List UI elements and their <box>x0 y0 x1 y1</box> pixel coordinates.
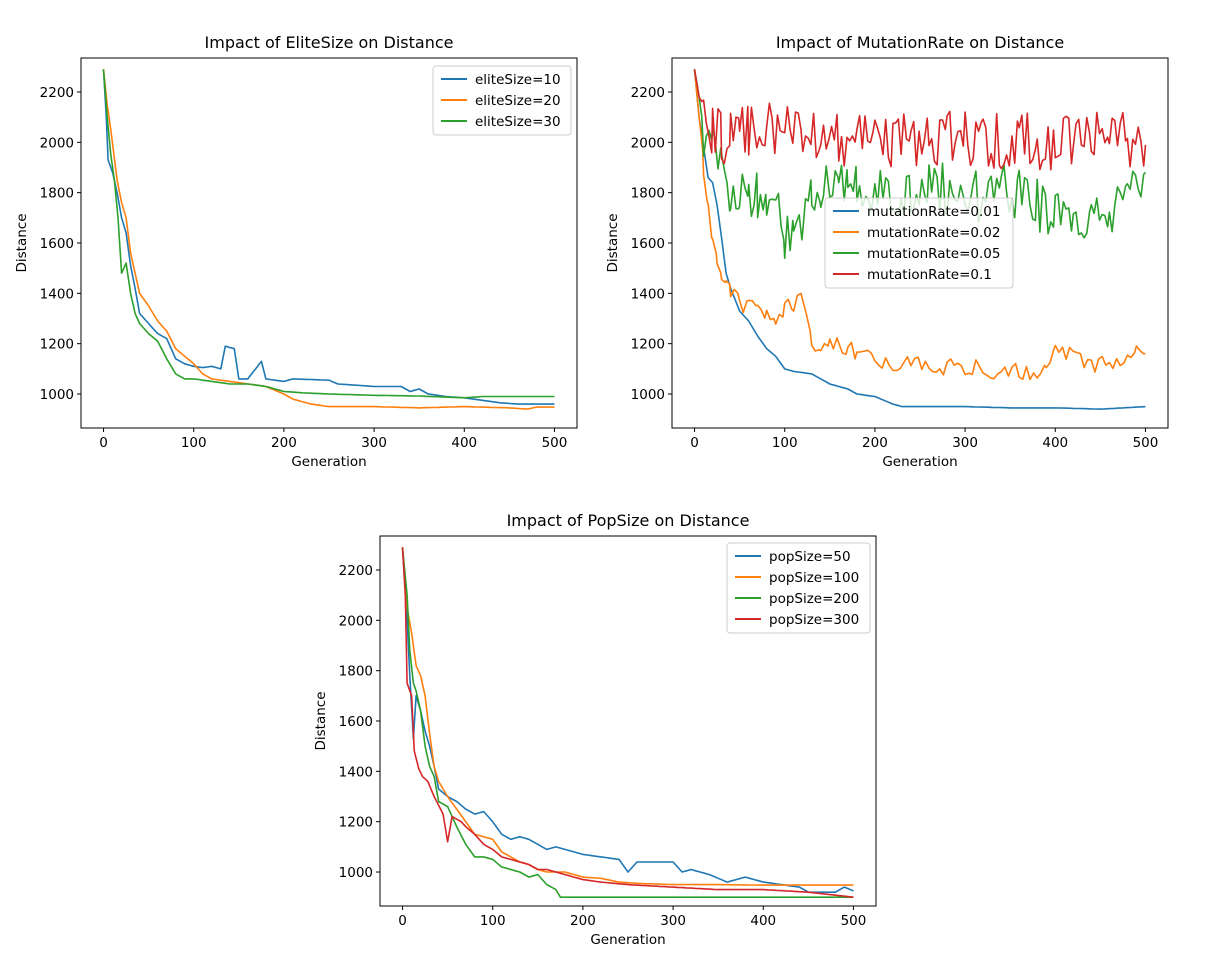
x-tick-label: 400 <box>750 913 776 929</box>
y-tick-label: 2200 <box>339 563 373 579</box>
y-tick-label: 1800 <box>40 186 74 202</box>
legend-label: eliteSize=20 <box>475 93 561 109</box>
series-line-mutationrate-0-05 <box>693 69 1147 259</box>
chart-title: Impact of MutationRate on Distance <box>776 33 1064 52</box>
y-axis-label: Distance <box>605 213 621 272</box>
series-line-popsize-100 <box>401 547 854 886</box>
x-tick-label: 300 <box>952 435 978 451</box>
y-tick-label: 1200 <box>339 815 373 831</box>
x-tick-label: 100 <box>181 435 207 451</box>
x-tick-label: 500 <box>841 913 867 929</box>
x-axis-label: Generation <box>882 454 957 470</box>
legend <box>726 542 871 634</box>
x-tick-label: 500 <box>542 435 568 451</box>
x-tick-label: 300 <box>361 435 387 451</box>
chart-title: Impact of EliteSize on Distance <box>205 33 454 52</box>
y-tick-label: 1600 <box>631 236 665 252</box>
legend-label: popSize=300 <box>769 612 859 628</box>
x-tick-label: 200 <box>271 435 297 451</box>
x-axis-label: Generation <box>590 932 665 948</box>
series-line-elitesize-20 <box>102 69 555 410</box>
y-tick-label: 1400 <box>40 286 74 302</box>
legend-label: popSize=50 <box>769 549 851 565</box>
series-line-popsize-200 <box>401 547 854 898</box>
y-tick-label: 1400 <box>339 764 373 780</box>
series-line-popsize-300 <box>401 547 854 898</box>
y-tick-label: 2200 <box>40 85 74 101</box>
legend <box>432 65 572 136</box>
y-tick-label: 1600 <box>339 714 373 730</box>
x-tick-label: 100 <box>772 435 798 451</box>
chart-impact-of-elitesize-on-distance: 0 100 200 300 400 500 1000 1200 1400 1600 1800 2000… <box>14 33 578 470</box>
x-tick-label: 0 <box>690 435 699 451</box>
y-axis-label: Distance <box>14 213 30 272</box>
y-tick-label: 1800 <box>339 664 373 680</box>
legend-label: popSize=100 <box>769 570 859 586</box>
y-tick-label: 1000 <box>339 865 373 881</box>
x-tick-label: 200 <box>570 913 596 929</box>
legend-label: popSize=200 <box>769 591 859 607</box>
y-tick-label: 2000 <box>40 135 74 151</box>
y-tick-label: 2000 <box>339 613 373 629</box>
series-line-mutationrate-0-1 <box>693 69 1147 171</box>
chart-impact-of-mutationrate-on-distance: 0 100 200 300 400 500 1000 1200 1400 1600 1800 2000… <box>605 33 1169 470</box>
legend-label: eliteSize=10 <box>475 72 561 88</box>
series-line-popsize-50 <box>401 547 854 893</box>
y-axis-label: Distance <box>313 691 329 750</box>
x-tick-label: 100 <box>480 913 506 929</box>
y-tick-label: 2200 <box>631 85 665 101</box>
y-tick-label: 2000 <box>631 135 665 151</box>
series-line-mutationrate-0-02 <box>693 69 1146 381</box>
series-line-mutationrate-0-01 <box>693 69 1146 410</box>
x-tick-label: 400 <box>451 435 477 451</box>
y-tick-label: 1000 <box>40 387 74 403</box>
legend-label: mutationRate=0.05 <box>867 246 1000 262</box>
x-tick-label: 300 <box>660 913 686 929</box>
x-tick-label: 0 <box>99 435 108 451</box>
series-line-elitesize-10 <box>102 69 555 405</box>
chart-title: Impact of PopSize on Distance <box>507 511 750 530</box>
y-tick-label: 1200 <box>631 337 665 353</box>
x-tick-label: 200 <box>862 435 888 451</box>
y-tick-label: 1800 <box>631 186 665 202</box>
series-line-elitesize-30 <box>102 69 555 399</box>
y-tick-label: 1000 <box>631 387 665 403</box>
legend-label: mutationRate=0.02 <box>867 225 1000 241</box>
chart-impact-of-popsize-on-distance: 0 100 200 300 400 500 1000 1200 1400 1600 1800 2000… <box>313 511 877 948</box>
y-tick-label: 1400 <box>631 286 665 302</box>
y-tick-label: 1200 <box>40 337 74 353</box>
legend-label: mutationRate=0.01 <box>867 204 1000 220</box>
legend-label: mutationRate=0.1 <box>867 267 992 283</box>
x-tick-label: 0 <box>398 913 407 929</box>
legend <box>824 197 1014 289</box>
legend-label: eliteSize=30 <box>475 114 561 130</box>
x-axis-label: Generation <box>291 454 366 470</box>
x-tick-label: 500 <box>1133 435 1159 451</box>
x-tick-label: 400 <box>1042 435 1068 451</box>
y-tick-label: 1600 <box>40 236 74 252</box>
